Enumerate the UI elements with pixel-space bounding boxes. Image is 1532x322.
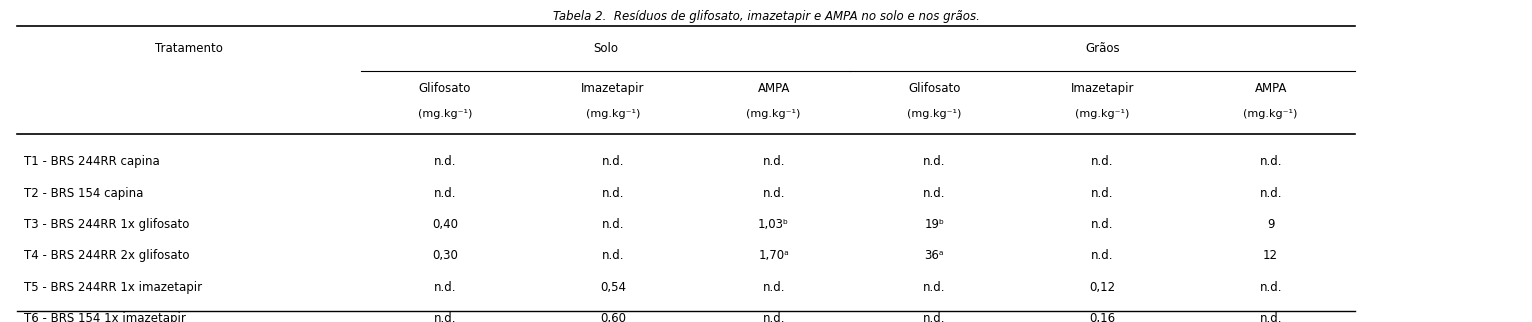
Text: n.d.: n.d. <box>763 187 784 200</box>
Text: Tratamento: Tratamento <box>155 42 222 55</box>
Text: n.d.: n.d. <box>434 156 457 168</box>
Text: 0,12: 0,12 <box>1089 280 1115 294</box>
Text: 19ᵇ: 19ᵇ <box>924 218 944 231</box>
Text: (mg.kg⁻¹): (mg.kg⁻¹) <box>907 109 962 118</box>
Text: n.d.: n.d. <box>763 312 784 322</box>
Text: n.d.: n.d. <box>434 312 457 322</box>
Text: n.d.: n.d. <box>922 187 945 200</box>
Text: Imazetapir: Imazetapir <box>581 81 645 95</box>
Text: n.d.: n.d. <box>763 280 784 294</box>
Text: AMPA: AMPA <box>1255 81 1287 95</box>
Text: 0,30: 0,30 <box>432 249 458 262</box>
Text: 0,54: 0,54 <box>601 280 627 294</box>
Text: Glifosato: Glifosato <box>418 81 470 95</box>
Text: n.d.: n.d. <box>1259 280 1282 294</box>
Text: (mg.kg⁻¹): (mg.kg⁻¹) <box>1075 109 1129 118</box>
Text: 9: 9 <box>1267 218 1275 231</box>
Text: 0,16: 0,16 <box>1089 312 1115 322</box>
Text: T4 - BRS 244RR 2x glifosato: T4 - BRS 244RR 2x glifosato <box>25 249 190 262</box>
Text: (mg.kg⁻¹): (mg.kg⁻¹) <box>746 109 801 118</box>
Text: Tabela 2.  Resíduos de glifosato, imazetapir e AMPA no solo e nos grãos.: Tabela 2. Resíduos de glifosato, imazeta… <box>553 10 979 23</box>
Text: n.d.: n.d. <box>602 218 625 231</box>
Text: T6 - BRS 154 1x imazetapir: T6 - BRS 154 1x imazetapir <box>25 312 187 322</box>
Text: T2 - BRS 154 capina: T2 - BRS 154 capina <box>25 187 144 200</box>
Text: Solo: Solo <box>593 42 617 55</box>
Text: n.d.: n.d. <box>602 249 625 262</box>
Text: AMPA: AMPA <box>757 81 791 95</box>
Text: n.d.: n.d. <box>1259 187 1282 200</box>
Text: n.d.: n.d. <box>763 156 784 168</box>
Text: 0,60: 0,60 <box>601 312 627 322</box>
Text: (mg.kg⁻¹): (mg.kg⁻¹) <box>1244 109 1298 118</box>
Text: Imazetapir: Imazetapir <box>1071 81 1134 95</box>
Text: n.d.: n.d. <box>922 312 945 322</box>
Text: n.d.: n.d. <box>922 280 945 294</box>
Text: n.d.: n.d. <box>602 187 625 200</box>
Text: Glifosato: Glifosato <box>908 81 961 95</box>
Text: T3 - BRS 244RR 1x glifosato: T3 - BRS 244RR 1x glifosato <box>25 218 190 231</box>
Text: n.d.: n.d. <box>1091 156 1114 168</box>
Text: n.d.: n.d. <box>1091 249 1114 262</box>
Text: n.d.: n.d. <box>1091 187 1114 200</box>
Text: T1 - BRS 244RR capina: T1 - BRS 244RR capina <box>25 156 159 168</box>
Text: n.d.: n.d. <box>1259 156 1282 168</box>
Text: (mg.kg⁻¹): (mg.kg⁻¹) <box>418 109 472 118</box>
Text: n.d.: n.d. <box>922 156 945 168</box>
Text: Grãos: Grãos <box>1085 42 1120 55</box>
Text: T5 - BRS 244RR 1x imazetapir: T5 - BRS 244RR 1x imazetapir <box>25 280 202 294</box>
Text: n.d.: n.d. <box>434 280 457 294</box>
Text: 1,70ᵃ: 1,70ᵃ <box>758 249 789 262</box>
Text: n.d.: n.d. <box>434 187 457 200</box>
Text: n.d.: n.d. <box>1091 218 1114 231</box>
Text: 1,03ᵇ: 1,03ᵇ <box>758 218 789 231</box>
Text: (mg.kg⁻¹): (mg.kg⁻¹) <box>585 109 640 118</box>
Text: n.d.: n.d. <box>602 156 625 168</box>
Text: 12: 12 <box>1264 249 1278 262</box>
Text: n.d.: n.d. <box>1259 312 1282 322</box>
Text: 0,40: 0,40 <box>432 218 458 231</box>
Text: 36ᵃ: 36ᵃ <box>924 249 944 262</box>
